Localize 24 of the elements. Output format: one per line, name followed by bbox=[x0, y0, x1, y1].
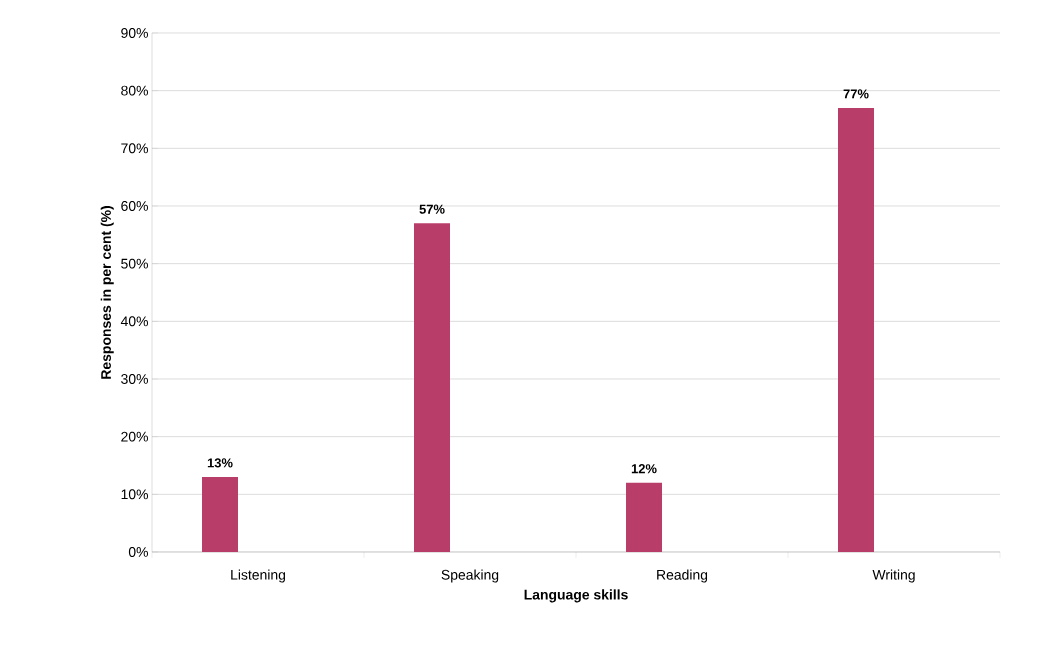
y-tick-label: 0% bbox=[128, 547, 148, 557]
data-label: 57% bbox=[419, 204, 445, 214]
y-tick-label: 60% bbox=[121, 201, 148, 211]
y-tick-label: 10% bbox=[121, 489, 148, 500]
x-tick-label: Speaking bbox=[441, 569, 499, 583]
data-label: 77% bbox=[843, 89, 869, 99]
x-tick-label: Writing bbox=[872, 569, 915, 583]
y-tick-label: 20% bbox=[121, 431, 148, 442]
x-tick-label: Reading bbox=[657, 569, 708, 583]
y-axis-title: Responses in per cent (%) bbox=[100, 206, 114, 379]
y-tick-label: 50% bbox=[121, 258, 148, 269]
x-axis-title: Language skills bbox=[524, 589, 628, 603]
bar bbox=[838, 107, 875, 552]
y-tick-label: 40% bbox=[120, 316, 148, 327]
data-label: 12% bbox=[631, 464, 657, 474]
y-tick-label: 70% bbox=[121, 143, 148, 154]
data-label: 13% bbox=[207, 458, 233, 468]
y-tick-label: 90% bbox=[121, 28, 148, 38]
y-tick-label: 30% bbox=[121, 374, 148, 384]
bar bbox=[414, 223, 451, 552]
y-tick-label: 80% bbox=[121, 85, 148, 96]
bar bbox=[626, 482, 663, 552]
bar bbox=[202, 477, 239, 552]
x-tick-label: Listening bbox=[231, 569, 286, 583]
